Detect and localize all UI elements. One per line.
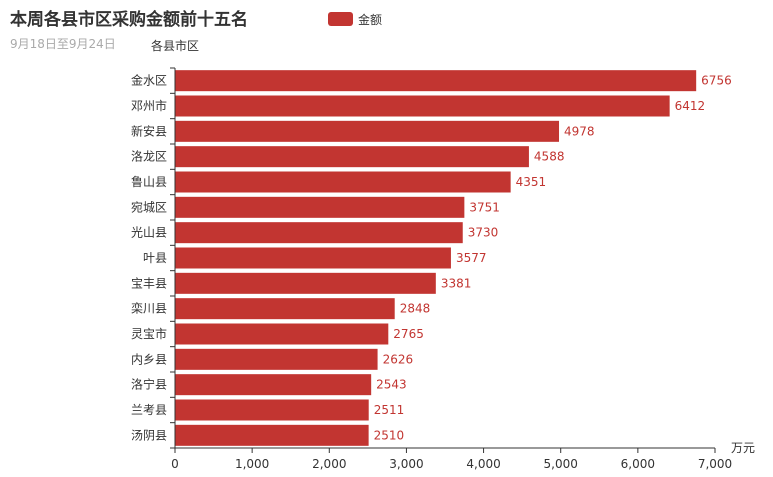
bar[interactable] bbox=[175, 272, 436, 294]
category-label: 叶县 bbox=[143, 251, 167, 265]
x-tick-label: 0 bbox=[171, 457, 179, 471]
category-label: 汤阴县 bbox=[131, 428, 167, 442]
data-label: 2765 bbox=[393, 327, 424, 341]
bar[interactable] bbox=[175, 95, 670, 117]
category-label: 洛宁县 bbox=[131, 377, 167, 392]
x-tick-label: 6,000 bbox=[621, 457, 655, 471]
bar[interactable] bbox=[175, 171, 511, 193]
bar[interactable] bbox=[175, 399, 369, 421]
data-labels-group: 6756 6412 4978 4588 4351 3751 3730 3577 3381 2848… bbox=[374, 74, 732, 443]
category-label: 宛城区 bbox=[131, 199, 167, 214]
category-label: 灵宝市 bbox=[131, 326, 167, 341]
category-label: 光山县 bbox=[131, 226, 167, 240]
category-label: 金水区 bbox=[131, 73, 167, 88]
bar[interactable] bbox=[175, 70, 697, 92]
category-label: 新安县 bbox=[131, 123, 167, 138]
bar[interactable] bbox=[175, 374, 372, 396]
data-label: 2626 bbox=[383, 352, 414, 366]
legend-swatch[interactable] bbox=[328, 12, 353, 26]
bar[interactable] bbox=[175, 247, 451, 269]
category-label: 内乡县 bbox=[131, 352, 167, 366]
bar[interactable] bbox=[175, 120, 560, 142]
data-label: 3730 bbox=[468, 226, 499, 240]
category-label: 洛龙区 bbox=[131, 149, 167, 164]
category-label: 宝丰县 bbox=[131, 276, 167, 290]
bar[interactable] bbox=[175, 196, 465, 218]
data-label: 3381 bbox=[441, 276, 472, 290]
data-label: 2511 bbox=[374, 403, 405, 417]
x-axis: 0 1,000 2,000 3,000 4,000 5,000 6,000 7,000 bbox=[171, 447, 732, 471]
category-label: 邓州市 bbox=[131, 98, 167, 113]
bars-group bbox=[175, 70, 697, 446]
data-label: 6412 bbox=[675, 99, 706, 113]
x-tick-label: 4,000 bbox=[466, 457, 500, 471]
bar[interactable] bbox=[175, 146, 529, 168]
category-labels-group: 金水区邓州市新安县洛龙区鲁山县宛城区光山县叶县宝丰县栾川县灵宝市内乡县洛宁县兰考… bbox=[131, 73, 167, 443]
category-label: 兰考县 bbox=[131, 403, 167, 417]
x-tick-label: 1,000 bbox=[235, 457, 269, 471]
chart-title: 本周各县市区采购金额前十五名 bbox=[10, 9, 248, 30]
bar[interactable] bbox=[175, 424, 369, 446]
legend[interactable]: 金额 bbox=[328, 12, 382, 27]
data-label: 4351 bbox=[516, 175, 547, 189]
bar[interactable] bbox=[175, 298, 395, 320]
bar[interactable] bbox=[175, 222, 463, 244]
data-label: 2510 bbox=[374, 428, 405, 442]
category-label: 栾川县 bbox=[131, 301, 167, 316]
data-label: 3577 bbox=[456, 251, 487, 265]
x-tick-label: 3,000 bbox=[389, 457, 423, 471]
category-label: 鲁山县 bbox=[131, 175, 167, 189]
bar[interactable] bbox=[175, 323, 389, 345]
x-axis-name: 万元 bbox=[731, 441, 755, 455]
data-label: 6756 bbox=[701, 74, 732, 88]
y-axis-name: 各县市区 bbox=[151, 38, 199, 53]
data-label: 2543 bbox=[376, 378, 407, 392]
data-label: 4978 bbox=[564, 124, 595, 138]
x-tick-label: 2,000 bbox=[312, 457, 346, 471]
data-label: 2848 bbox=[400, 302, 431, 316]
data-label: 4588 bbox=[534, 150, 565, 164]
legend-label[interactable]: 金额 bbox=[358, 12, 382, 27]
y-axis bbox=[170, 67, 176, 449]
x-tick-label: 7,000 bbox=[698, 457, 732, 471]
x-tick-label: 5,000 bbox=[544, 457, 578, 471]
chart-subtitle: 9月18日至9月24日 bbox=[10, 37, 116, 51]
bar[interactable] bbox=[175, 348, 378, 370]
data-label: 3751 bbox=[469, 200, 500, 214]
